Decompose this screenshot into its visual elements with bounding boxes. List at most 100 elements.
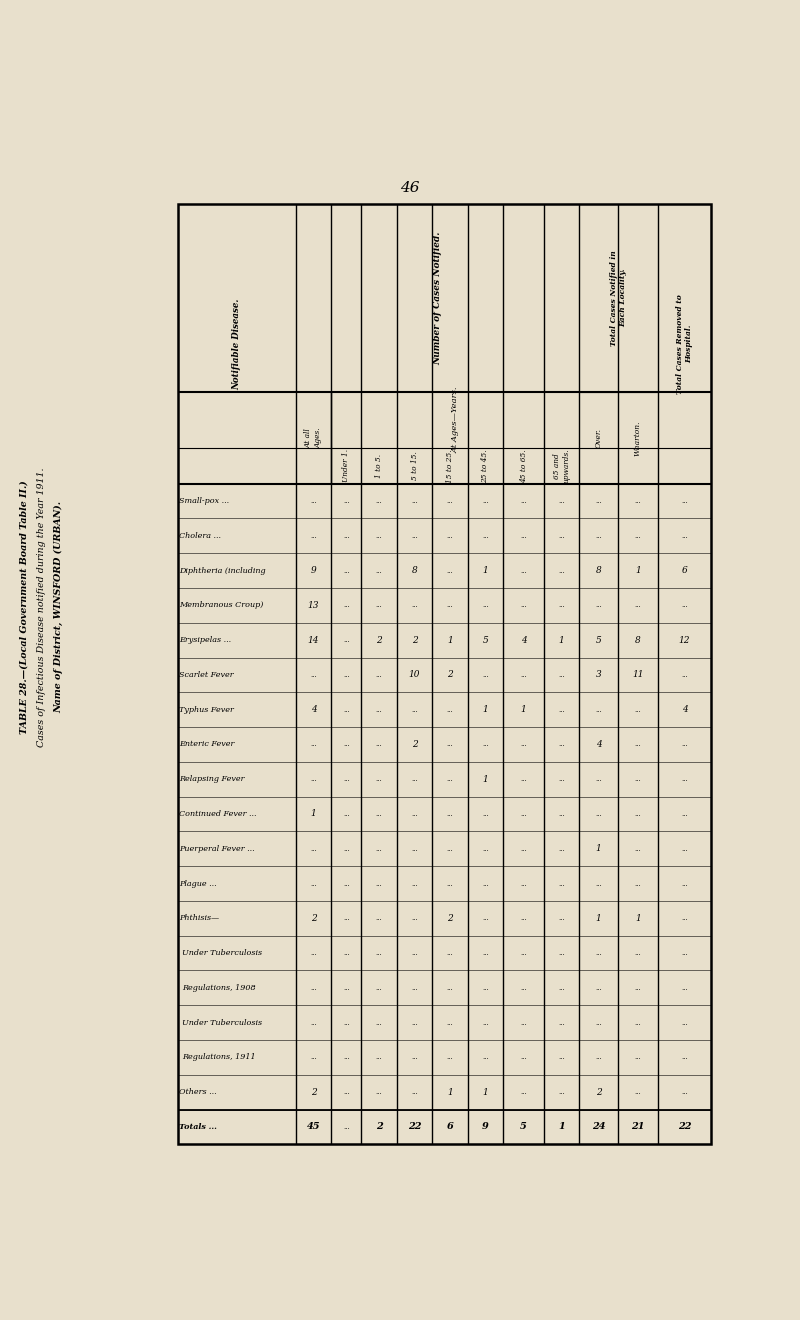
Text: ...: ...: [634, 810, 642, 818]
Text: Typhus Fever: Typhus Fever: [179, 706, 234, 714]
Text: ...: ...: [411, 775, 418, 783]
Text: ...: ...: [343, 915, 350, 923]
Text: 21: 21: [631, 1122, 645, 1131]
Text: ...: ...: [310, 532, 317, 540]
Text: ...: ...: [681, 532, 688, 540]
Text: 6: 6: [682, 566, 687, 576]
Text: ...: ...: [634, 983, 642, 991]
Text: ...: ...: [558, 983, 565, 991]
Text: ...: ...: [446, 532, 454, 540]
Text: ...: ...: [310, 498, 317, 506]
Text: ...: ...: [446, 1053, 454, 1061]
Text: ...: ...: [446, 949, 454, 957]
Text: ...: ...: [446, 602, 454, 610]
Text: ...: ...: [520, 532, 527, 540]
Text: ...: ...: [376, 741, 382, 748]
Text: 4: 4: [682, 705, 687, 714]
Text: ...: ...: [520, 1053, 527, 1061]
Text: Over.: Over.: [594, 428, 602, 447]
Text: 22: 22: [408, 1122, 422, 1131]
Text: ...: ...: [376, 566, 382, 574]
Text: ...: ...: [634, 532, 642, 540]
Text: ...: ...: [482, 1053, 489, 1061]
Text: 2: 2: [412, 636, 418, 644]
Text: ...: ...: [310, 671, 317, 678]
Text: ...: ...: [411, 602, 418, 610]
Text: ...: ...: [681, 602, 688, 610]
Text: At Ages—Years.: At Ages—Years.: [451, 387, 459, 453]
Text: ...: ...: [446, 498, 454, 506]
Text: 1: 1: [447, 636, 453, 644]
Text: Plague ...: Plague ...: [179, 879, 217, 887]
Text: 15 to 25.: 15 to 25.: [446, 449, 454, 483]
Text: 10: 10: [409, 671, 420, 680]
Text: 1: 1: [558, 1122, 565, 1131]
Text: Erysipelas ...: Erysipelas ...: [179, 636, 231, 644]
Text: Under Tuberculosis: Under Tuberculosis: [182, 949, 262, 957]
Text: ...: ...: [310, 845, 317, 853]
Text: ...: ...: [343, 949, 350, 957]
Text: ...: ...: [376, 879, 382, 887]
Text: Totals ...: Totals ...: [179, 1123, 218, 1131]
Text: ...: ...: [376, 949, 382, 957]
Text: ...: ...: [310, 949, 317, 957]
Text: ...: ...: [520, 949, 527, 957]
Text: ...: ...: [595, 498, 602, 506]
Text: 1: 1: [635, 566, 641, 576]
Text: ...: ...: [595, 949, 602, 957]
Text: 24: 24: [592, 1122, 606, 1131]
Text: ...: ...: [558, 706, 565, 714]
Text: TABLE 28.—(Local Government Board Table II.): TABLE 28.—(Local Government Board Table …: [19, 480, 29, 734]
Text: ...: ...: [482, 810, 489, 818]
Text: ...: ...: [343, 566, 350, 574]
Text: ...: ...: [446, 775, 454, 783]
Text: 1: 1: [310, 809, 317, 818]
Text: ...: ...: [482, 741, 489, 748]
Text: ...: ...: [634, 1088, 642, 1096]
Text: ...: ...: [595, 775, 602, 783]
Text: 2: 2: [310, 1088, 317, 1097]
Text: ...: ...: [520, 879, 527, 887]
Text: ...: ...: [520, 1019, 527, 1027]
Text: ...: ...: [482, 602, 489, 610]
Text: 1: 1: [596, 913, 602, 923]
Text: ...: ...: [482, 845, 489, 853]
Text: ...: ...: [376, 1088, 382, 1096]
Text: ...: ...: [681, 879, 688, 887]
Text: ...: ...: [343, 671, 350, 678]
Text: ...: ...: [520, 810, 527, 818]
Text: ...: ...: [376, 1053, 382, 1061]
Text: ...: ...: [411, 845, 418, 853]
Text: 5: 5: [482, 636, 489, 644]
Text: ...: ...: [520, 566, 527, 574]
Text: ...: ...: [343, 879, 350, 887]
Text: Scarlet Fever: Scarlet Fever: [179, 671, 234, 678]
Text: ...: ...: [376, 602, 382, 610]
Text: ...: ...: [343, 1123, 350, 1131]
Text: ...: ...: [634, 498, 642, 506]
Text: ...: ...: [681, 983, 688, 991]
Text: 5 to 15.: 5 to 15.: [410, 451, 418, 480]
Text: ...: ...: [446, 879, 454, 887]
Text: ...: ...: [520, 915, 527, 923]
Text: ...: ...: [681, 1053, 688, 1061]
Text: ...: ...: [376, 532, 382, 540]
Text: ...: ...: [446, 845, 454, 853]
Text: ...: ...: [411, 810, 418, 818]
Text: 8: 8: [635, 636, 641, 644]
Text: ...: ...: [558, 915, 565, 923]
Text: ...: ...: [482, 1019, 489, 1027]
Text: 5: 5: [520, 1122, 527, 1131]
Text: ...: ...: [520, 1088, 527, 1096]
Text: 9: 9: [482, 1122, 489, 1131]
Text: ...: ...: [446, 810, 454, 818]
Text: Cases of Infectious Disease notified during the Year 1911.: Cases of Infectious Disease notified dur…: [37, 467, 46, 747]
Text: ...: ...: [446, 983, 454, 991]
Text: 1: 1: [558, 636, 565, 644]
Text: ...: ...: [376, 706, 382, 714]
Text: ...: ...: [558, 775, 565, 783]
Text: Under 1.: Under 1.: [342, 449, 350, 482]
Text: ...: ...: [482, 949, 489, 957]
Text: ...: ...: [343, 810, 350, 818]
Text: ...: ...: [482, 671, 489, 678]
